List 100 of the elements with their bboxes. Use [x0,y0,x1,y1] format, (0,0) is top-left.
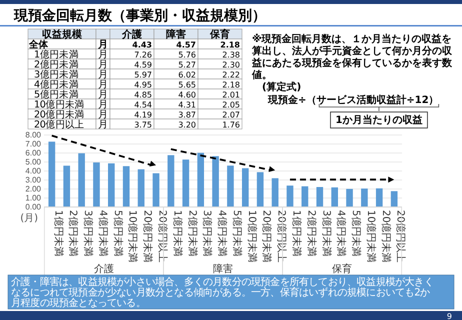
text: 4.57 [176,40,196,50]
x-tick-label: 3億円未満 [201,210,214,256]
text: 4.43 [132,40,152,50]
text: ※現預金回転月数は、１か月当たりの収益を算出し、法人が手元資金として何か月分の収益にあたる現預金を保有しているかを表す数値。 [251,33,453,81]
bar [212,156,219,207]
text: 5.65 [178,80,196,90]
x-tick-label: 20億円未満 [380,210,392,263]
text: 月 [97,40,108,50]
y-tick-label: 4.00 [25,166,42,176]
text: 4.95 [134,80,152,90]
text: 4.19 [134,110,152,120]
bar [63,166,70,207]
bar [256,172,264,207]
bar [242,168,249,207]
bar [122,166,130,207]
x-tick-label: 3億円未満 [82,210,94,256]
x-tick-label: 5億円未満 [112,210,124,256]
text: 4億円未満 [34,78,79,90]
x-tick-label: 10億円未満 [126,210,139,263]
text: 2.22 [222,70,240,80]
text: 10億円未満 [34,98,85,110]
text: 介護 [121,28,142,40]
text: 2.38 [222,50,240,60]
text: 月 [98,80,108,90]
text: 3億円未満 [34,68,79,80]
text: 月 [98,50,108,60]
text: 20億円未満 [34,108,85,120]
text: 5.97 [134,70,152,80]
text: 障害 [166,28,186,40]
text: 月 [98,100,108,110]
text: 介護・障害は、収益規模が小さい場合、多くの月数分の現預金を所有しており、収益規模が大きくなるにつれて現預金が少ない月数分となる傾向がある。一方、保育はいずれの規模においても2か月程度の現預金となっている。 [11,276,434,309]
text: 4.31 [178,100,196,110]
text: 2.05 [222,100,240,110]
text: 2.18 [220,40,240,50]
text: 1か月当たりの収益 [335,114,422,126]
y-tick-label: 8.00 [25,130,42,140]
x-tick-label: 5億円未満 [350,210,362,256]
text: 月 [98,60,108,70]
bar [272,178,278,207]
x-tick-label: 20億円未満 [260,210,273,263]
text: 月 [98,120,108,130]
text: 障害 [213,263,233,275]
x-tick-label: 4億円未満 [335,210,348,256]
x-tick-label: 2億円未満 [67,210,80,256]
y-tick-label: 0.00 [25,202,42,212]
text: 4.85 [134,90,152,100]
y-tick-label: 7.00 [25,140,42,149]
bar [361,188,368,207]
x-tick-label: 5億円未満 [230,210,243,256]
y-tick-label: 3.00 [25,176,42,185]
text: (算定式) [262,81,302,93]
x-tick-label: 1億円未満 [171,210,184,256]
x-tick-label: 20億円未満 [142,210,154,263]
bar [331,187,338,207]
x-tick-label: 20億円以上 [394,210,407,263]
text: 2.01 [222,90,240,100]
bar [316,187,324,207]
text: 介護 [94,263,114,275]
text: 収益規模 [42,28,83,40]
text: 4.54 [134,100,152,110]
text: 現預金回転月数（事業別・収益規模別） [13,8,266,24]
text: 保育 [209,28,230,40]
x-tick-label: 1億円未満 [52,210,64,256]
x-tick-label: 2億円未満 [186,210,198,256]
text: 5.76 [178,50,196,60]
bar [302,186,308,207]
text: 1億円未満 [34,48,79,60]
y-tick-label: 6.00 [25,148,42,158]
text: 2.30 [222,60,240,70]
x-tick-label: 2億円未満 [305,210,318,256]
bar [78,153,85,207]
text: 6.02 [178,70,196,80]
x-tick-label: 20億円以上 [156,210,169,263]
y-tick-label: 2.00 [25,184,42,194]
x-tick-label: 10億円未満 [246,210,258,263]
x-tick-label: 1億円未満 [290,210,302,256]
text: 4.59 [134,60,152,70]
x-tick-label: 10億円未満 [364,210,377,263]
x-tick-label: 4億円未満 [216,210,228,256]
bar [286,186,294,207]
text: 月 [98,110,108,120]
text: 保育 [332,263,352,275]
x-tick-label: 3億円未満 [320,210,332,256]
bar [168,155,174,207]
text: 20億円以上 [34,118,85,130]
text: 3.75 [134,120,152,130]
text: 2億円未満 [34,58,79,70]
text: 現預金÷（サービス活動収益計÷12） [267,94,439,106]
bar [138,169,144,207]
bar [48,142,56,207]
bar [390,191,398,207]
text: 月 [98,90,108,100]
y-tick-label: 1.00 [25,194,42,203]
text: 月 [98,70,108,80]
bar [93,162,100,207]
bar [182,160,190,207]
text: 4.60 [178,90,196,100]
bar [227,166,234,207]
text: 1.76 [222,120,240,130]
text: 2.07 [222,110,240,120]
